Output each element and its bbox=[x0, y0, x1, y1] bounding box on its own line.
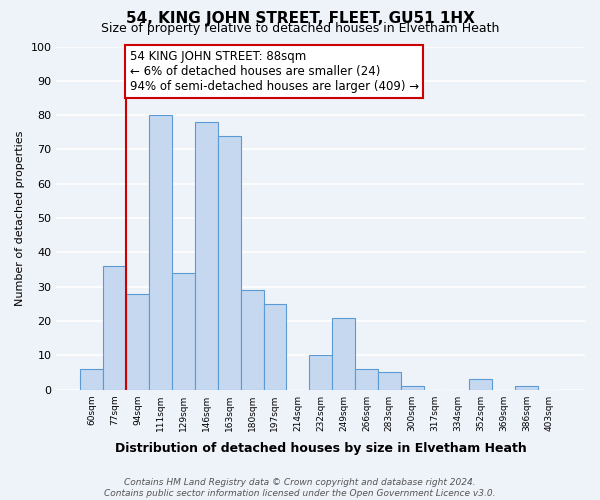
Bar bbox=[355, 369, 378, 390]
Bar bbox=[309, 356, 332, 390]
Bar bbox=[103, 266, 126, 390]
Bar bbox=[263, 304, 286, 390]
Bar bbox=[515, 386, 538, 390]
Bar bbox=[241, 290, 263, 390]
Text: Contains HM Land Registry data © Crown copyright and database right 2024.
Contai: Contains HM Land Registry data © Crown c… bbox=[104, 478, 496, 498]
Bar bbox=[401, 386, 424, 390]
Bar bbox=[149, 115, 172, 390]
Bar bbox=[80, 369, 103, 390]
Bar bbox=[126, 294, 149, 390]
Text: Size of property relative to detached houses in Elvetham Heath: Size of property relative to detached ho… bbox=[101, 22, 499, 35]
Bar bbox=[469, 380, 493, 390]
Text: 54 KING JOHN STREET: 88sqm
← 6% of detached houses are smaller (24)
94% of semi-: 54 KING JOHN STREET: 88sqm ← 6% of detac… bbox=[130, 50, 419, 93]
Text: 54, KING JOHN STREET, FLEET, GU51 1HX: 54, KING JOHN STREET, FLEET, GU51 1HX bbox=[125, 11, 475, 26]
Bar bbox=[218, 136, 241, 390]
Y-axis label: Number of detached properties: Number of detached properties bbox=[15, 130, 25, 306]
Bar bbox=[332, 318, 355, 390]
Bar bbox=[195, 122, 218, 390]
Bar bbox=[378, 372, 401, 390]
X-axis label: Distribution of detached houses by size in Elvetham Heath: Distribution of detached houses by size … bbox=[115, 442, 527, 455]
Bar bbox=[172, 273, 195, 390]
